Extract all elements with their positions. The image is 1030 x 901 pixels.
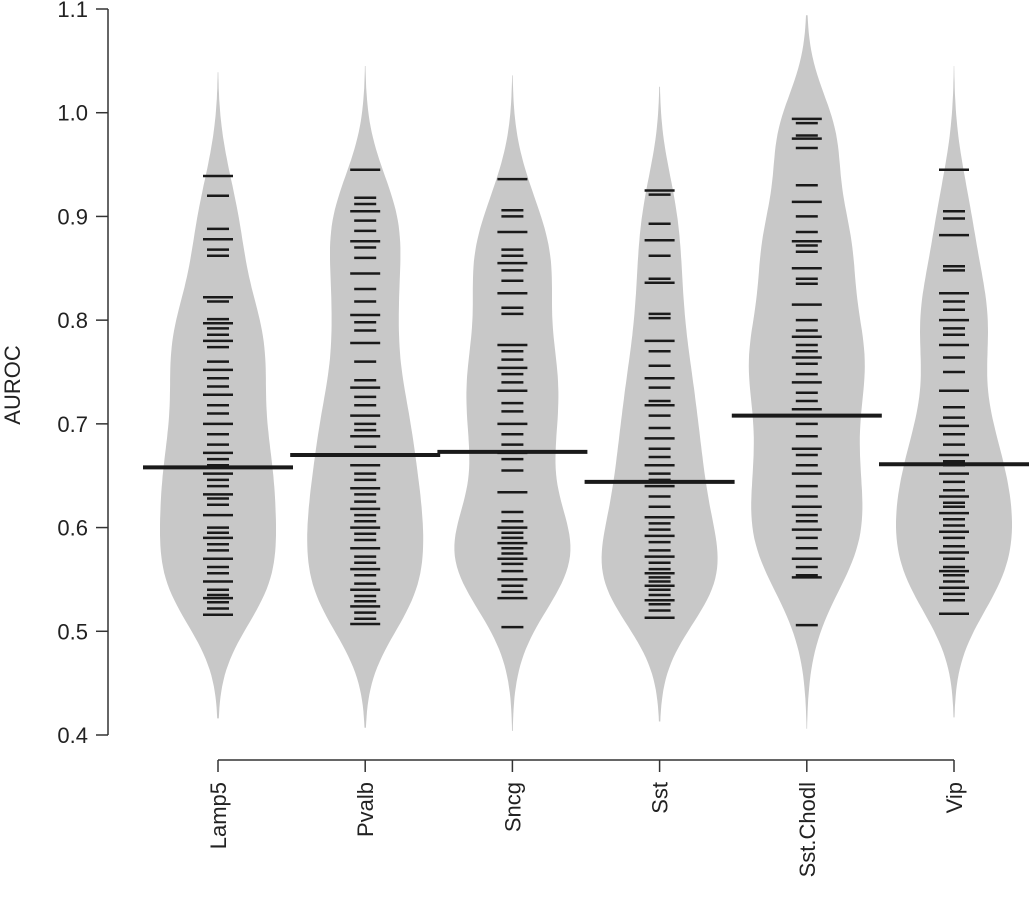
y-axis-label: AUROC — [0, 345, 25, 425]
x-tick-label-Lamp5: Lamp5 — [206, 782, 231, 849]
bean-Sst.Chodl — [748, 15, 865, 729]
x-tick-label-Sst: Sst — [648, 782, 673, 814]
y-tick-label: 0.6 — [57, 516, 88, 541]
x-tick-label-Sst.Chodl: Sst.Chodl — [795, 782, 820, 877]
x-tick-label-Pvalb: Pvalb — [353, 782, 378, 837]
marks-layer — [143, 117, 1029, 629]
beans-layer — [160, 15, 1012, 731]
y-tick-label: 0.4 — [57, 723, 88, 748]
y-tick-label: 1.1 — [57, 0, 88, 22]
x-tick-label-Sncg: Sncg — [500, 782, 525, 832]
axes-layer: 0.4 0.5 0.6 0.7 0.8 0.9 1.0 1.1 Lamp5 Pvalb Sncg Ss… — [57, 0, 967, 877]
y-tick-label: 1.0 — [57, 101, 88, 126]
y-tick-label: 0.5 — [57, 619, 88, 644]
y-tick-label: 0.7 — [57, 412, 88, 437]
x-tick-label-Vip: Vip — [942, 782, 967, 813]
y-tick-label: 0.9 — [57, 204, 88, 229]
y-tick-label: 0.8 — [57, 308, 88, 333]
